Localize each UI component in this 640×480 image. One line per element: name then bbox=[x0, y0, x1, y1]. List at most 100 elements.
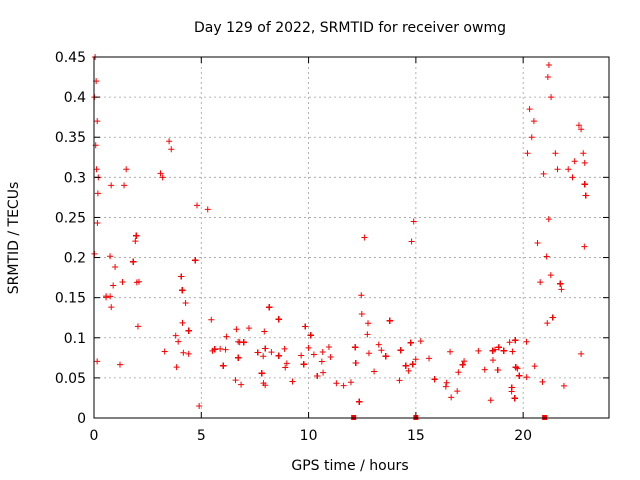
data-point bbox=[94, 190, 101, 197]
data-point bbox=[512, 364, 519, 371]
data-point bbox=[133, 232, 140, 239]
data-point bbox=[159, 174, 166, 181]
data-point bbox=[443, 379, 450, 386]
data-point bbox=[356, 398, 363, 405]
data-point bbox=[318, 358, 325, 365]
data-point bbox=[408, 238, 415, 245]
data-point bbox=[548, 94, 555, 101]
data-point bbox=[275, 352, 282, 359]
data-point bbox=[121, 182, 128, 189]
data-point bbox=[185, 327, 192, 334]
data-point bbox=[454, 388, 461, 395]
data-point bbox=[523, 338, 530, 345]
data-point bbox=[179, 319, 186, 326]
data-point bbox=[133, 279, 140, 286]
data-point bbox=[409, 361, 416, 368]
data-point bbox=[534, 239, 541, 246]
data-point bbox=[172, 332, 179, 339]
data-point bbox=[412, 356, 419, 363]
data-point bbox=[235, 338, 242, 345]
data-point bbox=[539, 378, 546, 385]
data-point bbox=[560, 382, 567, 389]
y-tick-label: 0.1 bbox=[64, 331, 86, 347]
data-point bbox=[168, 146, 175, 153]
data-point bbox=[530, 118, 537, 125]
y-tick-label: 0.05 bbox=[55, 371, 86, 387]
data-point bbox=[447, 348, 454, 355]
data-point bbox=[117, 361, 124, 368]
data-point bbox=[94, 358, 101, 365]
data-point bbox=[235, 354, 242, 361]
data-point bbox=[103, 294, 110, 301]
data-point bbox=[347, 379, 354, 386]
data-point bbox=[378, 347, 385, 354]
data-point bbox=[511, 395, 518, 402]
data-point bbox=[185, 350, 192, 357]
data-point bbox=[352, 344, 359, 351]
y-tick-label: 0.25 bbox=[55, 210, 86, 226]
data-point bbox=[558, 286, 565, 293]
data-point bbox=[204, 206, 211, 213]
data-point bbox=[506, 339, 513, 346]
data-point bbox=[333, 380, 340, 387]
data-point bbox=[211, 346, 218, 353]
data-point bbox=[238, 381, 245, 388]
data-point bbox=[557, 280, 564, 287]
data-point bbox=[182, 300, 189, 307]
data-point bbox=[375, 341, 382, 348]
data-point bbox=[371, 368, 378, 375]
x-tick-label: 0 bbox=[90, 428, 99, 444]
data-point bbox=[461, 358, 468, 365]
data-point bbox=[325, 344, 332, 351]
data-point bbox=[565, 166, 572, 173]
data-point bbox=[166, 138, 173, 145]
data-point bbox=[298, 352, 305, 359]
x-tick-label: 5 bbox=[197, 428, 206, 444]
data-point bbox=[528, 134, 535, 141]
data-point bbox=[524, 150, 531, 157]
y-tick-label: 0.3 bbox=[64, 170, 86, 186]
data-point bbox=[245, 325, 252, 332]
data-point bbox=[540, 170, 547, 177]
data-point bbox=[222, 346, 229, 353]
y-tick-label: 0.2 bbox=[64, 251, 86, 267]
data-point bbox=[405, 367, 412, 374]
data-point bbox=[448, 394, 455, 401]
data-point bbox=[410, 218, 417, 225]
y-tick-label: 0.15 bbox=[55, 291, 86, 307]
data-point bbox=[320, 369, 327, 376]
data-point bbox=[545, 216, 552, 223]
data-point bbox=[314, 372, 321, 379]
x-tick-label: 10 bbox=[300, 428, 318, 444]
data-point bbox=[258, 370, 265, 377]
y-tick-label: 0.35 bbox=[55, 130, 86, 146]
data-point bbox=[254, 349, 261, 356]
data-point bbox=[417, 338, 424, 345]
data-point bbox=[352, 359, 359, 366]
data-point bbox=[268, 349, 275, 356]
data-point bbox=[459, 361, 466, 368]
data-point bbox=[192, 257, 199, 264]
data-point bbox=[112, 263, 119, 270]
data-point bbox=[489, 357, 496, 364]
y-axis-ticks: 0 0.05 0.1 0.15 0.2 0.25 0.3 0.35 0.4 0.45 bbox=[55, 50, 609, 427]
data-point bbox=[543, 253, 550, 260]
data-point bbox=[261, 328, 268, 335]
data-point bbox=[173, 364, 180, 371]
data-point bbox=[544, 320, 551, 327]
data-point bbox=[179, 287, 186, 294]
data-point bbox=[537, 279, 544, 286]
chart-title: Day 129 of 2022, SRMTID for receiver owm… bbox=[194, 20, 506, 36]
data-point bbox=[495, 344, 502, 351]
data-point bbox=[581, 181, 588, 188]
data-points bbox=[91, 54, 589, 409]
data-point bbox=[442, 383, 449, 390]
data-point bbox=[217, 345, 224, 352]
data-point bbox=[361, 234, 368, 241]
data-point bbox=[262, 345, 269, 352]
data-point bbox=[552, 150, 559, 157]
data-point bbox=[233, 326, 240, 333]
data-point bbox=[365, 320, 372, 327]
data-point bbox=[549, 314, 556, 321]
